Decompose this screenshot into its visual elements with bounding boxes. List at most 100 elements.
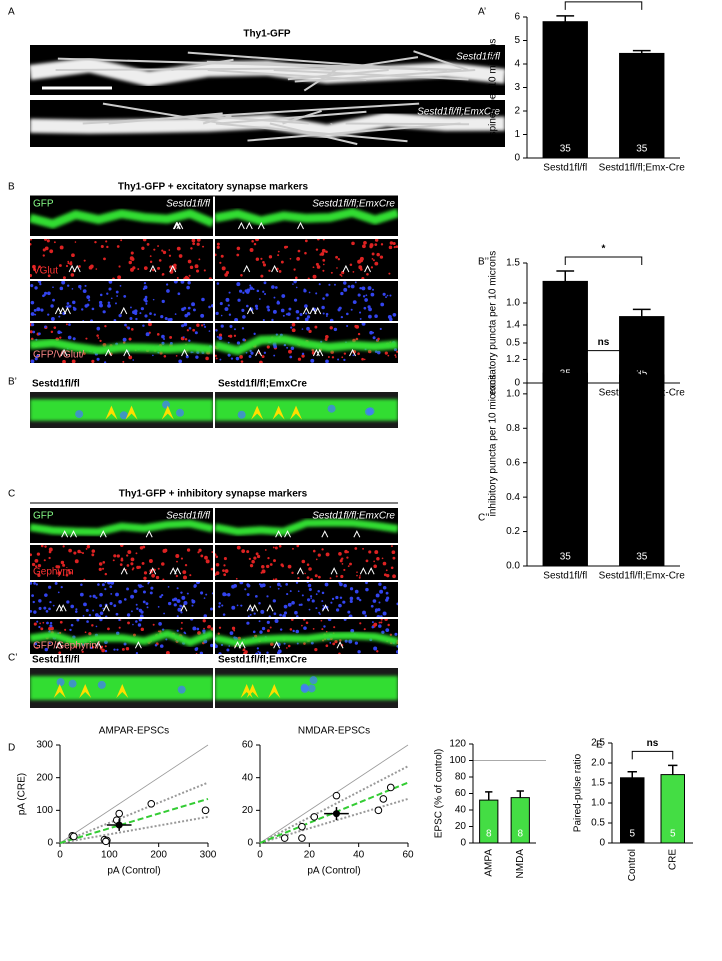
puncta — [216, 245, 220, 249]
puncta — [138, 584, 143, 588]
label: Sestd1fl/fl;EmxCre — [312, 511, 395, 522]
puncta — [90, 319, 94, 321]
puncta — [48, 585, 52, 589]
puncta — [330, 601, 333, 604]
spine — [102, 102, 224, 125]
puncta — [249, 284, 252, 287]
puncta — [99, 303, 103, 308]
puncta — [373, 560, 375, 563]
puncta — [88, 265, 93, 270]
puncta — [258, 298, 261, 300]
puncta — [142, 324, 145, 327]
puncta — [143, 576, 147, 580]
label: 0.0 — [506, 561, 520, 572]
puncta — [296, 545, 300, 548]
puncta — [198, 548, 202, 552]
image-content — [215, 207, 398, 230]
label: Sestd1fl/fl;EmxCre — [218, 379, 307, 390]
puncta — [357, 352, 360, 356]
puncta — [318, 283, 321, 286]
puncta — [49, 624, 53, 628]
label: E — [596, 740, 603, 751]
puncta — [161, 249, 164, 252]
puncta — [322, 604, 325, 607]
puncta — [370, 292, 375, 297]
label: 2.5 — [591, 738, 605, 749]
label: 1.4 — [506, 320, 520, 331]
puncta — [295, 582, 299, 584]
puncta — [37, 563, 42, 568]
puncta — [200, 554, 204, 558]
label: 300 — [200, 850, 217, 861]
puncta — [248, 557, 252, 561]
puncta — [188, 339, 191, 342]
puncta — [387, 354, 390, 357]
puncta — [272, 309, 277, 314]
puncta — [268, 269, 271, 272]
puncta — [86, 295, 91, 299]
puncta — [254, 304, 258, 308]
puncta — [253, 332, 256, 335]
puncta — [148, 318, 151, 321]
puncta — [324, 338, 328, 341]
puncta — [258, 651, 262, 654]
image — [215, 545, 398, 580]
puncta — [340, 291, 344, 296]
puncta — [91, 549, 96, 553]
puncta — [33, 610, 37, 614]
puncta — [194, 331, 198, 335]
puncta — [382, 561, 387, 566]
puncta — [354, 324, 358, 328]
puncta — [358, 576, 361, 579]
label: B — [8, 182, 15, 193]
puncta — [128, 355, 133, 360]
puncta — [228, 645, 231, 647]
puncta — [183, 277, 186, 279]
puncta — [190, 247, 193, 250]
error-bar — [485, 791, 493, 801]
fit-line — [259, 765, 409, 844]
puncta — [180, 557, 183, 560]
puncta — [47, 291, 51, 296]
puncta — [215, 253, 217, 257]
puncta — [79, 592, 84, 597]
puncta — [277, 254, 280, 257]
puncta — [127, 326, 131, 330]
puncta — [241, 327, 245, 330]
point — [298, 834, 306, 842]
puncta — [122, 337, 127, 342]
puncta — [279, 613, 282, 617]
puncta — [142, 600, 146, 604]
arrowhead — [246, 306, 254, 315]
puncta — [95, 268, 98, 270]
puncta — [157, 606, 160, 608]
puncta — [76, 619, 80, 622]
puncta — [312, 549, 316, 553]
puncta — [262, 260, 265, 264]
puncta — [67, 262, 70, 265]
image — [30, 239, 213, 279]
puncta — [233, 334, 237, 337]
label: 8 — [486, 829, 492, 840]
puncta — [82, 614, 85, 617]
puncta — [289, 355, 293, 359]
label: GFP/VGlut/ — [33, 350, 84, 361]
puncta — [121, 647, 125, 651]
label: B’ — [8, 377, 17, 388]
puncta — [379, 327, 382, 331]
puncta — [258, 602, 261, 605]
puncta — [286, 647, 288, 649]
puncta — [219, 302, 223, 306]
puncta — [174, 313, 177, 316]
puncta — [108, 288, 111, 291]
arrowhead — [70, 530, 77, 538]
puncta — [303, 626, 307, 630]
arrowhead — [68, 264, 76, 273]
puncta — [330, 271, 333, 274]
image — [215, 239, 398, 279]
label: 100 — [101, 850, 118, 861]
puncta — [146, 243, 150, 246]
puncta — [96, 334, 99, 337]
puncta — [46, 239, 50, 243]
puncta — [129, 256, 134, 261]
